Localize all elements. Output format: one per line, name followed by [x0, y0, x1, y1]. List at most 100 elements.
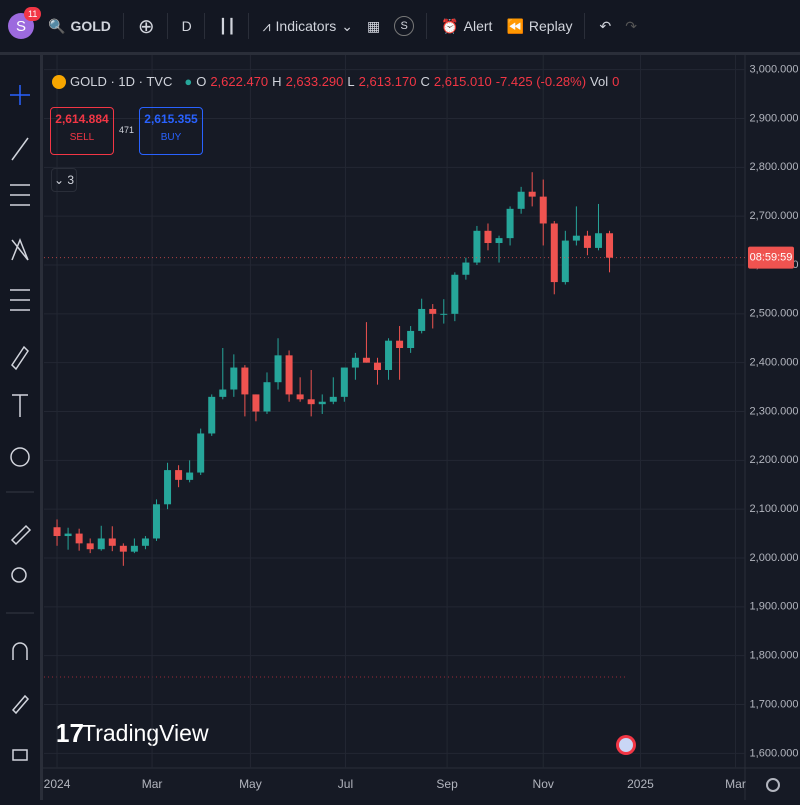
candle-body: [606, 233, 614, 258]
fib-tool[interactable]: [10, 184, 30, 206]
indicators-label: Indicators: [275, 18, 337, 34]
y-tick-label: 2,700.000: [750, 210, 799, 222]
c-label: C: [420, 74, 430, 89]
candle-body: [583, 235, 591, 248]
candle-body: [296, 394, 304, 400]
spread: 471: [119, 125, 135, 135]
symbol-search[interactable]: 🔍 GOLD: [48, 17, 111, 35]
h-value: 2,633.290: [285, 74, 344, 89]
y-tick-label: 2,300.000: [750, 405, 799, 417]
buy-button[interactable]: 2,615.355 BUY: [139, 107, 203, 155]
candle-body: [53, 527, 61, 537]
layouts[interactable]: ▦: [366, 17, 381, 34]
y-tick-label: 2,400.000: [750, 357, 799, 369]
event-icon-inner: [619, 738, 633, 752]
candle-body: [484, 230, 492, 244]
x-tick-label: 2025: [627, 777, 654, 791]
forecast-tool[interactable]: [10, 289, 30, 311]
avatar-letter: S: [15, 17, 26, 35]
text-tool[interactable]: [12, 394, 28, 417]
candle-body: [219, 389, 227, 397]
alert-label: Alert: [463, 18, 493, 34]
h-label: H: [272, 74, 282, 89]
brush-tool[interactable]: [11, 345, 29, 371]
crosshair-tool[interactable]: [10, 85, 30, 105]
ruler-tool[interactable]: [10, 524, 32, 546]
candle-body: [362, 357, 370, 363]
candle-body: [64, 533, 72, 537]
candle-body: [152, 504, 160, 539]
collapse-count: 3: [67, 173, 75, 187]
candle-body: [528, 191, 536, 197]
candle-body: [340, 367, 348, 397]
l-value: 2,613.170: [358, 74, 417, 89]
alert[interactable]: ⏰ Alert: [441, 17, 493, 35]
pattern-tool[interactable]: [11, 237, 29, 261]
vol-value: 0: [612, 74, 620, 89]
candle-body: [373, 362, 381, 370]
zoom-tool[interactable]: [11, 567, 27, 583]
change: -7.425 (-0.28%): [495, 74, 587, 89]
candle-body: [175, 470, 183, 480]
interval[interactable]: D: [181, 18, 192, 34]
template: S: [394, 16, 415, 36]
o-value: 2,622.470: [210, 74, 269, 89]
indicators[interactable]: ⩘ Indicators ⌄: [262, 17, 353, 35]
c-value: 2,615.010: [433, 74, 492, 89]
lock-tool[interactable]: [12, 749, 28, 761]
candle-body: [329, 396, 337, 402]
redo[interactable]: ↷: [625, 17, 637, 34]
candle-body: [473, 230, 481, 263]
x-tick-label: Mar: [142, 777, 163, 791]
settings-icon[interactable]: [766, 778, 780, 792]
o-label: O: [196, 74, 207, 89]
symbol-icon: [52, 74, 66, 89]
status-dot: ●: [184, 74, 193, 89]
avatar[interactable]: S 11: [8, 7, 42, 39]
candle-body: [186, 472, 194, 480]
y-tick-label: 3,000.000: [750, 64, 799, 76]
emoji-tool[interactable]: [10, 447, 30, 467]
watermark: TradingView: [82, 720, 209, 746]
sell-button[interactable]: 2,614.884 SELL: [50, 107, 114, 155]
candle-body: [86, 543, 94, 550]
y-tick-label: 2,500.000: [750, 308, 799, 320]
candle-body: [495, 238, 503, 244]
replay-label: Replay: [528, 18, 573, 34]
countdown-box: [748, 246, 794, 269]
countdown: 08:59:59: [750, 252, 793, 264]
x-tick-label: Sep: [436, 777, 458, 791]
tool-icons: [6, 85, 34, 761]
sell-label: SELL: [69, 132, 95, 143]
x-tick-label: Nov: [533, 777, 554, 791]
stay-drawing-tool[interactable]: [11, 694, 30, 715]
candle-body: [97, 538, 105, 550]
y-tick-label: 2,000.000: [750, 552, 799, 564]
candle-body: [561, 240, 569, 283]
candle-body: [407, 330, 415, 349]
buy-price: 2,615.355: [144, 112, 198, 126]
chart-bg: [40, 55, 800, 800]
magnet-tool[interactable]: [12, 642, 28, 660]
candle-body: [318, 401, 326, 405]
templates[interactable]: S: [394, 16, 415, 36]
candle-body: [550, 223, 558, 283]
candle-body: [351, 357, 359, 368]
x-tick-label: Jul: [338, 777, 353, 791]
candle-body: [418, 308, 426, 331]
collapse-button[interactable]: ⌄ 3: [51, 168, 77, 192]
candle-body: [594, 233, 602, 248]
candle-body: [208, 396, 216, 434]
candle-body: [451, 274, 459, 314]
candle-body: [396, 340, 404, 349]
trend-tool[interactable]: [11, 137, 29, 161]
undo[interactable]: ↶: [599, 17, 612, 34]
candle-body: [241, 367, 249, 395]
chart-type[interactable]: ┃┃: [218, 17, 236, 34]
replay[interactable]: ⏪ Replay: [506, 17, 573, 35]
candle-body: [75, 533, 83, 544]
legend: GOLD · 1D · TVC ● O 2,622.470 H 2,633.290 …: [52, 74, 619, 89]
compare[interactable]: ⊕: [137, 15, 155, 38]
legend-title[interactable]: GOLD · 1D · TVC: [70, 74, 173, 89]
candle-body: [130, 545, 138, 552]
